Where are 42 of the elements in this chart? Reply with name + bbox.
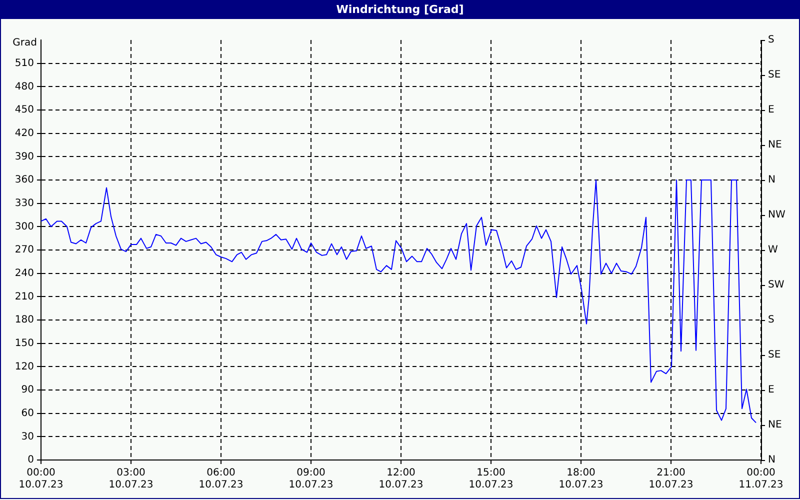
y-tick-label: 240 — [14, 268, 34, 279]
text: SE — [768, 350, 781, 361]
y-tick-label: 510 — [14, 58, 34, 69]
text: NW — [768, 210, 786, 221]
text: S — [768, 34, 774, 46]
text: E — [768, 384, 774, 396]
text: E — [768, 104, 774, 116]
text: NE — [768, 140, 782, 151]
x-tick-label: 18:00 10.07.23 — [558, 468, 604, 491]
y-axis-title: Grad — [12, 38, 37, 49]
x-tick-label: 06:00 10.07.23 — [198, 468, 244, 491]
text: S — [768, 314, 774, 326]
x-tick-label: 12:00 10.07.23 — [378, 468, 424, 491]
y-tick-label: 360 — [14, 174, 34, 186]
y-tick-label: 450 — [14, 104, 34, 116]
y-tick-label: 330 — [14, 198, 34, 209]
x-tick-label: 21:00 10.07.23 — [648, 468, 694, 491]
y-tick-label: 60 — [21, 408, 34, 419]
y-tick-label: 390 — [14, 151, 34, 162]
y-tick-label: 30 — [21, 431, 34, 442]
y-tick-label: 0 — [28, 454, 34, 466]
x-tick-label: 03:00 10.07.23 — [108, 468, 154, 491]
y-tick-label: 300 — [14, 221, 34, 232]
x-tick-label: 15:00 10.07.23 — [468, 468, 514, 491]
y-tick-label: 270 — [14, 244, 34, 256]
chart-title: Windrichtung [Grad] — [0, 0, 800, 19]
text: N — [768, 454, 776, 466]
y-tick-label: 180 — [14, 314, 34, 326]
y-tick-label: 150 — [14, 338, 34, 349]
y-tick-label: 120 — [14, 361, 34, 372]
y-tick-label: 90 — [21, 384, 34, 396]
text: SW — [768, 280, 784, 291]
x-tick-label: 09:00 10.07.23 — [288, 468, 334, 491]
x-tick-label: 00:00 10.07.23 — [18, 468, 64, 491]
text: SE — [768, 70, 781, 81]
y-tick-label: 420 — [14, 128, 34, 139]
y-tick-label: 480 — [14, 81, 34, 92]
text: W — [768, 244, 778, 256]
text: N — [768, 174, 776, 186]
y-tick-label: 210 — [14, 291, 34, 302]
x-tick-label: 00:00 11.07.23 — [738, 468, 784, 491]
text: NE — [768, 420, 782, 431]
